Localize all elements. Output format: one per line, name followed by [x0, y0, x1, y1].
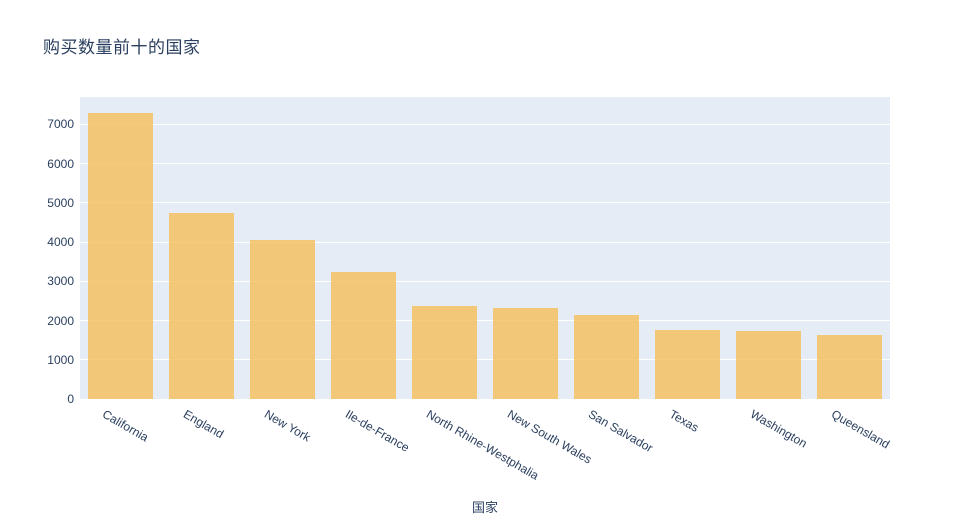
- x-tick-label: Texas: [666, 407, 701, 435]
- x-tick-label: New York: [261, 407, 313, 445]
- bar[interactable]: [250, 240, 315, 399]
- bar[interactable]: [655, 329, 720, 399]
- gridline: [80, 123, 890, 125]
- y-tick-label: 5000: [47, 195, 74, 210]
- x-axis-title: 国家: [471, 500, 498, 515]
- gridline: [80, 163, 890, 165]
- y-tick-label: 7000: [47, 117, 74, 132]
- x-tick-label: Washington: [747, 407, 810, 451]
- gridline: [80, 280, 890, 282]
- bar[interactable]: [493, 308, 558, 399]
- x-tick-label: England: [180, 407, 226, 442]
- bar[interactable]: [736, 331, 801, 399]
- bar[interactable]: [169, 212, 234, 399]
- x-tick-label: Queensland: [828, 407, 892, 452]
- y-tick-label: 6000: [47, 156, 74, 171]
- y-tick-label: 0: [67, 392, 74, 406]
- bar[interactable]: [331, 271, 396, 399]
- y-tick-label: 1000: [47, 352, 74, 367]
- y-tick-label: 3000: [47, 274, 74, 289]
- gridline: [80, 320, 890, 322]
- bar[interactable]: [574, 314, 639, 399]
- x-tick-label: Ile-de-France: [342, 407, 412, 455]
- chart-title: 购买数量前十的国家: [43, 38, 201, 57]
- bar[interactable]: [88, 112, 153, 399]
- gridline: [80, 359, 890, 361]
- bar[interactable]: [817, 335, 882, 399]
- x-tick-label: California: [99, 407, 151, 445]
- y-tick-label: 4000: [47, 235, 74, 250]
- y-tick-label: 2000: [47, 313, 74, 328]
- x-tick-label: San Salvador: [585, 407, 655, 456]
- gridline: [80, 202, 890, 204]
- gridline: [80, 241, 890, 243]
- plot-area: [80, 97, 890, 399]
- bar[interactable]: [412, 306, 477, 399]
